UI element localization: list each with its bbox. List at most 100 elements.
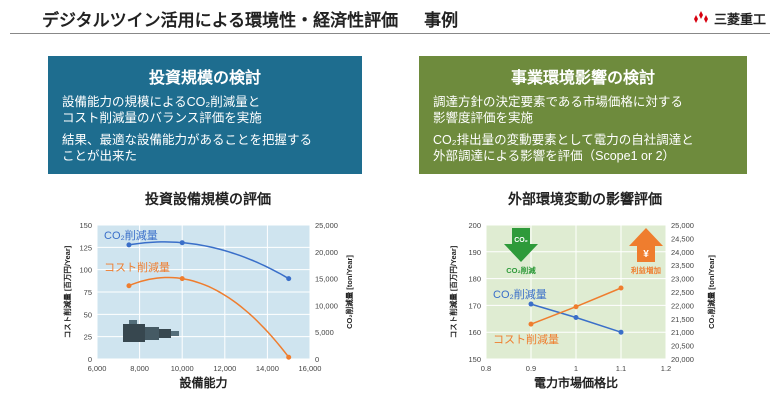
y-axis-label: コスト削減量 [百万円/Year] [62,245,72,338]
data-point [179,240,185,246]
series-label: コスト削減量 [104,260,170,274]
y2-tick-label: 20,500 [671,342,694,351]
y-tick-label: 75 [84,288,92,297]
x-tick-label: 1.2 [661,364,671,373]
panel-line: CO₂排出量の変動要素として電力の自社調達と [433,133,694,147]
y2-tick-label: 23,000 [671,275,694,284]
x-tick-label: 12,000 [213,364,236,373]
panel-line: コスト削減量のバランス評価を実施 [62,111,262,125]
y-axis-label: コスト削減量 [百万円/Year] [448,245,458,338]
y2-tick-label: 24,000 [671,248,694,257]
y2-tick-label: 21,000 [671,328,694,337]
y2-tick-label: 21,500 [671,315,694,324]
up-arrow-yen-icon: ¥ [629,228,663,262]
badge-label: 利益増加 [630,265,661,275]
badge-label: CO₂削減 [506,265,536,275]
data-point [126,283,132,289]
y2-tick-label: 20,000 [671,355,694,364]
x-tick-label: 6,000 [88,364,107,373]
x-tick-label: 0.8 [481,364,491,373]
data-point [286,354,292,360]
page-title-text: デジタルツイン活用による環境性・経済性評価 [42,11,399,30]
data-point [528,321,534,327]
x-tick-label: 1.1 [616,364,626,373]
y-tick-label: 180 [468,275,481,284]
data-point [528,301,534,307]
y-tick-label: 170 [468,301,481,310]
page-title: デジタルツイン活用による環境性・経済性評価 事例 [42,6,458,31]
logo-text: 三菱重工 [713,12,766,27]
data-point [573,314,579,320]
panel-line: 影響度評価を実施 [433,111,534,125]
company-logo: 三菱重工 [692,9,766,28]
y2-axis-label: CO₂削減量 [ton/Year] [706,255,716,329]
x-tick-label: 1 [574,364,578,373]
machine-body [145,327,159,340]
y2-tick-label: 5,000 [315,328,334,337]
machine-body [171,331,179,336]
y-tick-label: 150 [468,355,481,364]
page-subtitle: 事例 [424,11,459,30]
chart-investment-scale: 6,000 8,000 10,000 12,000 14,000 16,000025507… [62,221,354,390]
panel-line: 調達方針の決定要素である市場価格に対する [433,95,683,109]
data-point [618,329,624,335]
series-label: コスト削減量 [493,332,559,346]
down-arrow-co2-icon: CO₂ [504,228,538,262]
y-tick-label: 0 [88,355,92,364]
data-point [126,242,132,248]
series-line [128,241,290,280]
y2-tick-label: 15,000 [315,275,338,284]
panel-business-environment: 事業環境影響の検討 調達方針の決定要素である市場価格に対する 影響度評価を実施 C… [419,56,747,174]
three-diamonds-icon [693,10,708,23]
y2-tick-label: 0 [315,355,319,364]
y-tick-label: 200 [468,221,481,230]
chart-title-investment: 投資設備規模の評価 [145,191,271,207]
y-tick-label: 50 [84,310,92,319]
series-label: CO₂削減量 [104,228,158,242]
data-point [618,285,624,291]
y2-tick-label: 23,500 [671,261,694,270]
panel-heading: 事業環境影響の検討 [510,70,655,87]
panel-line: ことが出来た [62,149,138,163]
panel-line: 設備能力の規模によるCO₂削減量と [62,95,261,109]
y-tick-label: 25 [84,333,92,342]
panel-text: 結果、最適な設備能力があることを把握する ことが出来た [62,132,348,164]
machine-body [129,320,137,324]
x-tick-label: 0.9 [526,364,536,373]
x-tick-label: 10,000 [171,364,194,373]
y-tick-label: 150 [79,221,92,230]
y2-axis-label: CO₂削減量 [ton/Year] [344,255,354,329]
x-tick-label: 14,000 [256,364,279,373]
panel-line: 結果、最適な設備能力があることを把握する [62,133,313,147]
y2-tick-label: 22,500 [671,288,694,297]
y-tick-label: 125 [79,243,92,252]
x-axis-label: 設備能力 [179,375,227,390]
y2-tick-label: 24,500 [671,234,694,243]
y-tick-label: 100 [79,266,92,275]
panel-heading: 投資規模の検討 [148,70,261,87]
plant-machine-icon [123,320,179,342]
machine-body [123,324,145,342]
data-point [286,276,292,282]
arrow-shape [629,228,663,262]
series-line [128,276,290,358]
data-point [179,276,185,282]
badge-icon-text: CO₂ [514,237,528,244]
y-tick-label: 160 [468,328,481,337]
panel-text: 設備能力の規模によるCO₂削減量と コスト削減量のバランス評価を実施 [62,94,348,126]
chart-external-environment: 0.8 0.9 1 1.1 1.2 150 160 170 180 190 200 20,000 20,… [448,221,716,390]
series-label: CO₂削減量 [493,287,547,301]
panel-investment-scale: 投資規模の検討 設備能力の規模によるCO₂削減量と コスト削減量のバランス評価を実… [48,56,362,174]
y2-tick-label: 20,000 [315,248,338,257]
panel-text: 調達方針の決定要素である市場価格に対する 影響度評価を実施 [433,94,733,126]
y2-tick-label: 25,000 [315,221,338,230]
panel-line: 外部調達による影響を評価（Scope1 or 2） [433,149,676,163]
badge-icon-text: ¥ [643,249,649,260]
y2-tick-label: 10,000 [315,301,338,310]
arrow-shape [504,228,538,262]
machine-body [159,329,171,338]
chart-title-external: 外部環境変動の影響評価 [508,191,662,207]
panel-text: CO₂排出量の変動要素として電力の自社調達と 外部調達による影響を評価（Scope… [433,132,733,164]
x-tick-label: 8,000 [130,364,149,373]
x-tick-label: 16,000 [299,364,322,373]
